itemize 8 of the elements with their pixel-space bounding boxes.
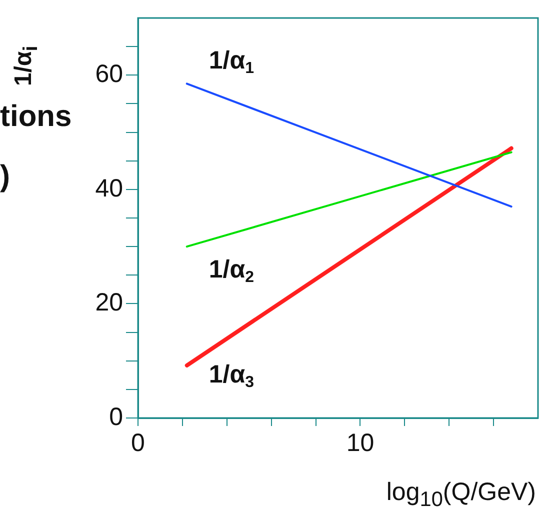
y-tick-label: 20 [95, 288, 123, 317]
y-tick-label: 0 [109, 402, 123, 431]
y-tick-label: 40 [95, 174, 123, 202]
y-tick-label: 60 [95, 60, 123, 88]
x-tick-label: 10 [346, 428, 374, 457]
text: tions [0, 100, 72, 134]
text: ) [0, 160, 10, 194]
x-axis-title: log$_{10}$(Q/GeV) [386, 478, 536, 512]
